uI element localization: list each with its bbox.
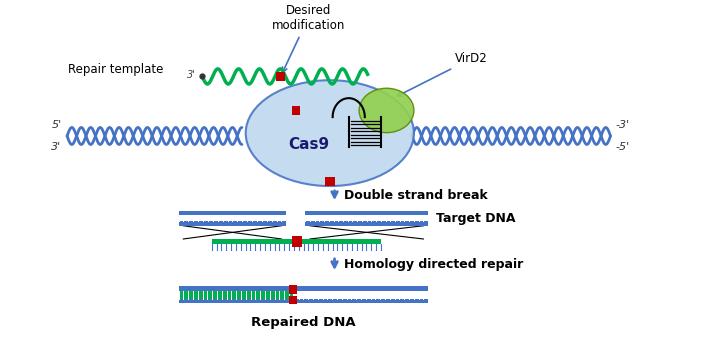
Bar (178, 211, 287, 215)
Text: Double strand break: Double strand break (344, 189, 488, 202)
Text: Repaired DNA: Repaired DNA (251, 316, 356, 329)
Text: -5': -5' (615, 142, 630, 152)
Text: 3': 3' (51, 142, 61, 152)
Bar (289, 296, 297, 304)
Bar (305, 221, 428, 226)
Bar (212, 239, 380, 244)
Bar (178, 291, 293, 299)
Bar (178, 221, 287, 226)
Bar (292, 106, 300, 115)
Ellipse shape (245, 80, 414, 186)
Text: Desired
modification: Desired modification (271, 4, 345, 72)
Text: VirD2: VirD2 (397, 52, 488, 96)
Ellipse shape (359, 88, 414, 133)
Text: 3': 3' (187, 70, 196, 79)
Bar (289, 285, 297, 294)
Text: 5': 5' (51, 120, 61, 130)
Bar (325, 177, 334, 186)
Text: Cas9: Cas9 (289, 137, 329, 152)
Bar (178, 299, 428, 303)
Text: -3': -3' (615, 120, 630, 130)
Bar (276, 72, 285, 81)
Text: Target DNA: Target DNA (435, 212, 516, 225)
Bar (292, 236, 302, 247)
Text: Repair template: Repair template (68, 63, 163, 76)
Bar (305, 211, 428, 215)
Text: Homology directed repair: Homology directed repair (344, 258, 523, 271)
Bar (178, 286, 428, 291)
